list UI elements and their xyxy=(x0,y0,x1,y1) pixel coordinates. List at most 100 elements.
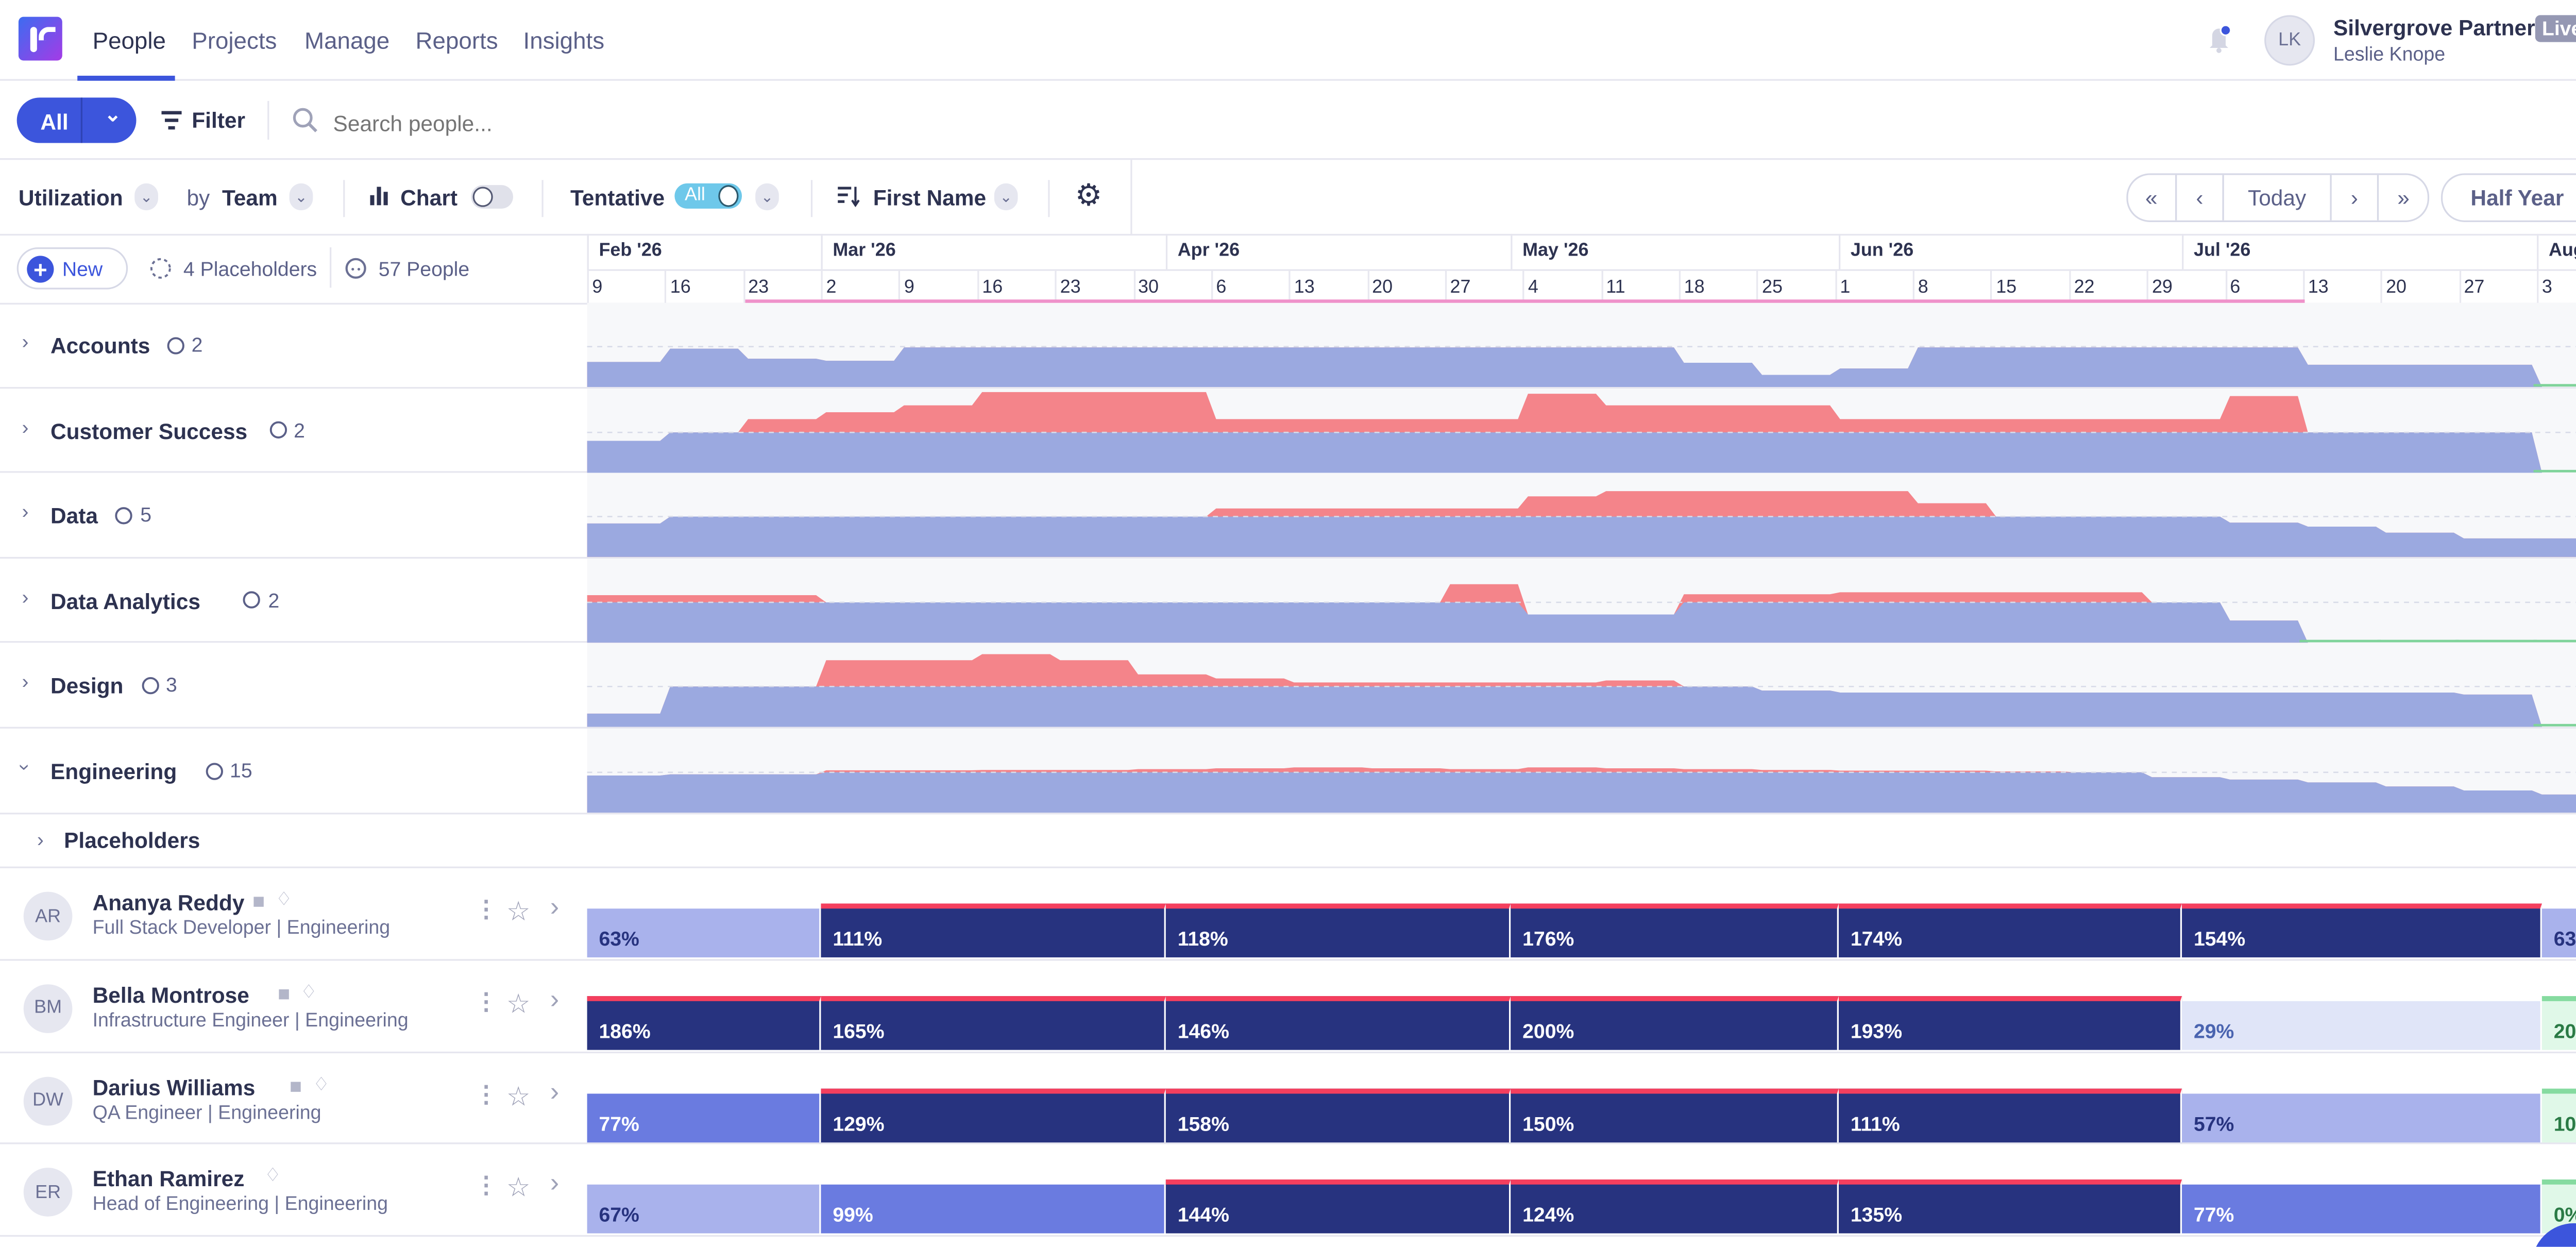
more-options-icon[interactable]: ⋮ xyxy=(474,895,498,922)
tag-icon[interactable]: ◆ xyxy=(271,982,296,1006)
month-utilization-cell[interactable]: 200% xyxy=(1511,996,1839,1050)
person-avatar[interactable]: AR xyxy=(23,891,73,941)
filter-button[interactable]: Filter xyxy=(192,107,246,133)
month-utilization-cell[interactable]: 111% xyxy=(1838,1088,2182,1142)
month-utilization-cell[interactable]: 154% xyxy=(2182,903,2542,957)
chevron-right-icon[interactable]: › xyxy=(22,500,29,524)
chevron-right-icon[interactable]: › xyxy=(550,893,560,922)
team-row[interactable]: › Customer Success 2 xyxy=(0,387,2576,474)
tab-projects[interactable]: Projects xyxy=(192,27,277,54)
month-utilization-cell[interactable]: 144% xyxy=(1165,1180,1511,1234)
placeholders-row[interactable]: › Placeholders xyxy=(0,814,2576,868)
placeholders-count[interactable]: 4 Placeholders xyxy=(183,257,317,281)
month-utilization-cell[interactable]: 176% xyxy=(1511,903,1839,957)
jump-forward-icon[interactable]: » xyxy=(2397,185,2410,211)
month-utilization-cell[interactable]: 174% xyxy=(1838,903,2182,957)
chevron-right-icon[interactable]: › xyxy=(22,585,29,609)
group-by-chevron-icon[interactable]: ⌄ xyxy=(289,183,313,211)
person-name[interactable]: Ananya Reddy xyxy=(92,890,245,916)
diamond-icon[interactable]: ♢ xyxy=(313,1074,330,1095)
more-options-icon[interactable]: ⋮ xyxy=(474,1171,498,1199)
diamond-icon[interactable]: ♢ xyxy=(300,982,317,1003)
chevron-right-icon[interactable]: › xyxy=(550,985,560,1015)
month-utilization-cell[interactable]: 135% xyxy=(1838,1180,2182,1234)
team-row[interactable]: › Engineering 15 xyxy=(0,728,2576,814)
chevron-down-icon[interactable]: ⌄ xyxy=(104,103,122,126)
more-options-icon[interactable]: ⋮ xyxy=(474,1080,498,1107)
person-avatar[interactable]: DW xyxy=(23,1076,73,1125)
person-name[interactable]: Darius Williams xyxy=(92,1074,256,1100)
month-utilization-cell[interactable]: 77% xyxy=(587,1093,821,1142)
tab-manage[interactable]: Manage xyxy=(304,27,390,54)
month-utilization-cell[interactable]: 20% xyxy=(2541,996,2576,1050)
app-logo[interactable] xyxy=(18,16,62,61)
settings-gear-icon[interactable]: ⚙ xyxy=(1075,178,1103,212)
month-utilization-cell[interactable]: 99% xyxy=(821,1185,1166,1234)
person-name[interactable]: Ethan Ramirez xyxy=(92,1167,245,1192)
tab-reports[interactable]: Reports xyxy=(415,27,498,54)
team-row[interactable]: › Data 5 xyxy=(0,473,2576,559)
tentative-toggle[interactable]: All xyxy=(674,183,742,209)
month-utilization-cell[interactable]: 63% xyxy=(587,908,821,957)
tentative-chevron-icon[interactable]: ⌄ xyxy=(755,183,779,211)
month-utilization-cell[interactable]: 57% xyxy=(2182,1093,2542,1142)
chevron-right-icon[interactable]: › xyxy=(550,1077,560,1107)
prev-icon[interactable]: ‹ xyxy=(2176,175,2225,221)
month-utilization-cell[interactable]: 165% xyxy=(821,996,1166,1050)
month-utilization-cell[interactable]: 67% xyxy=(587,1185,821,1234)
chevron-down-icon[interactable]: › xyxy=(13,764,37,771)
month-utilization-cell[interactable]: 111% xyxy=(821,903,1166,957)
sort-chevron-icon[interactable]: ⌄ xyxy=(994,183,1018,211)
tag-icon[interactable]: ◆ xyxy=(283,1073,308,1099)
chevron-right-icon[interactable]: › xyxy=(22,330,29,353)
person-row[interactable]: AR Ananya Reddy ◆ ♢ Full Stack Developer | E… xyxy=(0,868,2576,960)
people-count[interactable]: 57 People xyxy=(378,257,470,281)
notification-bell-icon[interactable] xyxy=(2207,24,2231,54)
tab-people[interactable]: People xyxy=(92,27,166,54)
star-icon[interactable]: ☆ xyxy=(506,898,531,928)
month-utilization-cell[interactable]: 118% xyxy=(1165,903,1511,957)
month-utilization-cell[interactable]: 186% xyxy=(587,996,821,1050)
diamond-icon[interactable]: ♢ xyxy=(275,890,293,911)
all-selector-button[interactable]: All ⌄ xyxy=(16,97,137,143)
month-utilization-cell[interactable]: 124% xyxy=(1511,1180,1839,1234)
month-utilization-cell[interactable]: 146% xyxy=(1165,996,1511,1050)
diamond-icon[interactable]: ♢ xyxy=(264,1167,281,1187)
person-row[interactable]: ER Ethan Ramirez ♢ Head of Engineering | En… xyxy=(0,1145,2576,1237)
month-utilization-cell[interactable]: 129% xyxy=(821,1088,1166,1142)
team-row[interactable]: › Data Analytics 2 xyxy=(0,558,2576,644)
range-select[interactable]: Half Year⌄ xyxy=(2441,173,2576,223)
chevron-right-icon[interactable]: › xyxy=(550,1170,560,1199)
user-avatar[interactable]: LK xyxy=(2264,15,2315,66)
tab-insights[interactable]: Insights xyxy=(523,27,605,54)
new-button[interactable]: + New xyxy=(16,247,128,290)
month-utilization-cell[interactable]: 158% xyxy=(1165,1088,1511,1142)
month-utilization-cell[interactable]: 150% xyxy=(1511,1088,1839,1142)
person-avatar[interactable]: ER xyxy=(23,1168,73,1218)
month-utilization-cell[interactable]: 63% xyxy=(2541,908,2576,957)
month-utilization-cell[interactable]: 77% xyxy=(2182,1185,2542,1234)
month-utilization-cell[interactable]: 193% xyxy=(1838,996,2182,1050)
person-name[interactable]: Bella Montrose xyxy=(92,982,249,1008)
month-utilization-cell[interactable]: 10% xyxy=(2541,1088,2576,1142)
team-row[interactable]: › Design 3 xyxy=(0,643,2576,729)
search-input[interactable] xyxy=(330,104,841,142)
group-by-label[interactable]: Team xyxy=(222,185,278,211)
person-avatar[interactable]: BM xyxy=(23,984,73,1033)
person-row[interactable]: BM Bella Montrose ◆ ♢ Infrastructure Enginee… xyxy=(0,960,2576,1053)
metric-label[interactable]: Utilization xyxy=(18,185,123,211)
chevron-right-icon[interactable]: › xyxy=(22,670,29,694)
more-options-icon[interactable]: ⋮ xyxy=(474,987,498,1015)
person-row[interactable]: DW Darius Williams ◆ ♢ QA Engineer | Enginee… xyxy=(0,1053,2576,1145)
sort-label[interactable]: First Name xyxy=(873,185,987,211)
month-utilization-cell[interactable]: 29% xyxy=(2182,1001,2542,1050)
star-icon[interactable]: ☆ xyxy=(506,1083,531,1112)
chevron-right-icon[interactable]: › xyxy=(37,828,44,852)
today-button[interactable]: Today xyxy=(2225,175,2331,221)
star-icon[interactable]: ☆ xyxy=(506,990,531,1020)
metric-dropdown-chevron-icon[interactable]: ⌄ xyxy=(134,183,158,211)
chevron-right-icon[interactable]: › xyxy=(22,415,29,439)
chart-toggle[interactable] xyxy=(471,185,513,209)
next-icon[interactable]: › xyxy=(2331,175,2380,221)
star-icon[interactable]: ☆ xyxy=(506,1175,531,1204)
